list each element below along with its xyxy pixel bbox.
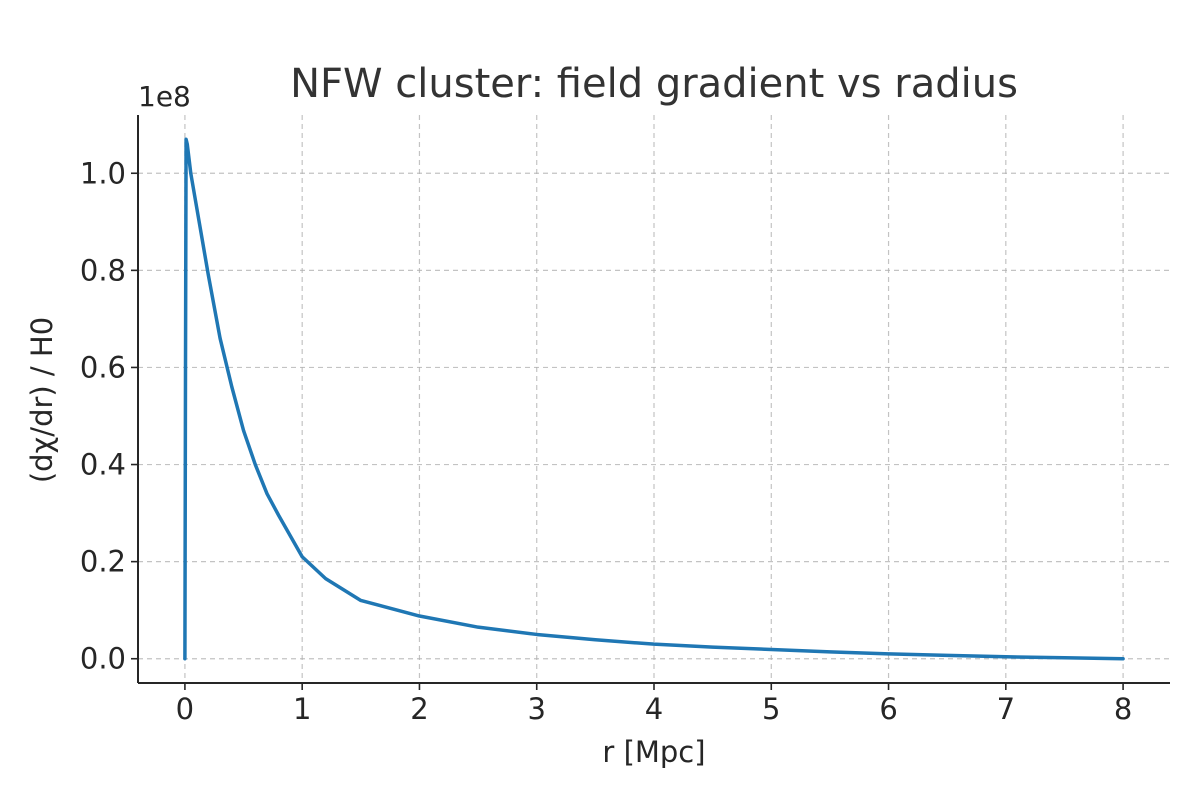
axis-ticks: 0 1 2 3 4 5 6 7 8 0.0 0.2 0.4 0.6 0.8 1.0 — [80, 156, 1132, 726]
x-tick-label: 6 — [879, 692, 897, 726]
y-tick-label: 1.0 — [80, 156, 126, 190]
chart-title: NFW cluster: field gradient vs radius — [290, 61, 1018, 107]
y-tick-label: 0.6 — [80, 350, 126, 384]
series-line — [183, 137, 1125, 661]
x-tick-label: 4 — [645, 692, 663, 726]
y-offset-label: 1e8 — [138, 80, 191, 113]
x-tick-label: 5 — [762, 692, 780, 726]
y-tick-label: 0.2 — [80, 545, 126, 579]
y-tick-label: 0.4 — [80, 448, 126, 482]
x-tick-label: 3 — [528, 692, 546, 726]
data-series — [183, 137, 1125, 661]
x-tick-label: 1 — [293, 692, 311, 726]
x-tick-label: 7 — [997, 692, 1015, 726]
y-axis-label: (dχ/dr) / H0 — [25, 317, 59, 483]
x-axis-label: r [Mpc] — [602, 735, 705, 769]
x-tick-label: 8 — [1114, 692, 1132, 726]
y-tick-label: 0.8 — [80, 253, 126, 287]
grid-lines — [138, 115, 1170, 683]
y-tick-label: 0.0 — [80, 642, 126, 676]
x-tick-label: 0 — [176, 692, 194, 726]
x-tick-label: 2 — [410, 692, 428, 726]
